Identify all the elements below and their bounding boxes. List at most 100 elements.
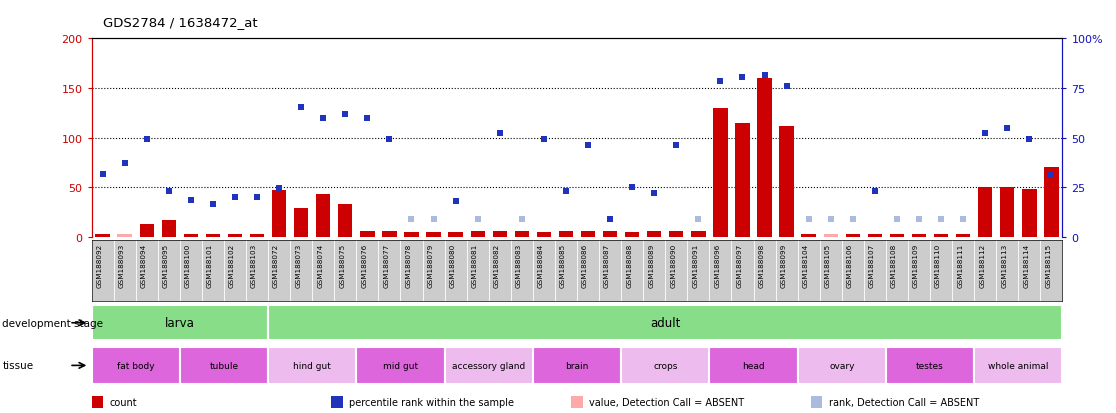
Bar: [801, 235, 816, 237]
Bar: [404, 233, 418, 237]
Text: GSM188110: GSM188110: [935, 243, 941, 287]
Bar: [647, 232, 662, 237]
Point: [888, 216, 906, 223]
Text: GSM188097: GSM188097: [737, 243, 742, 287]
Point: [932, 216, 950, 223]
Bar: [426, 233, 441, 237]
Text: GSM188091: GSM188091: [692, 243, 699, 287]
Bar: [603, 232, 617, 237]
Text: GSM188083: GSM188083: [516, 243, 522, 287]
Bar: [974, 347, 1062, 384]
Bar: [162, 221, 176, 237]
Bar: [1022, 190, 1037, 237]
Bar: [710, 347, 798, 384]
Point: [667, 142, 685, 149]
Bar: [316, 195, 330, 237]
Text: rank, Detection Call = ABSENT: rank, Detection Call = ABSENT: [829, 397, 980, 407]
Bar: [514, 232, 529, 237]
Point: [866, 189, 884, 195]
Point: [800, 216, 818, 223]
Point: [270, 185, 288, 192]
Bar: [383, 232, 396, 237]
Text: GSM188113: GSM188113: [1001, 243, 1008, 287]
Point: [315, 115, 333, 122]
Text: GSM188108: GSM188108: [891, 243, 897, 287]
Bar: [779, 126, 793, 237]
Bar: [92, 347, 180, 384]
Point: [137, 136, 155, 142]
Bar: [537, 233, 551, 237]
Bar: [978, 188, 992, 237]
Text: GSM188094: GSM188094: [141, 243, 146, 287]
Text: GSM188074: GSM188074: [317, 243, 324, 287]
Text: GSM188092: GSM188092: [97, 243, 103, 287]
Bar: [1000, 188, 1014, 237]
Point: [292, 104, 310, 111]
Text: whole animal: whole animal: [988, 361, 1049, 370]
Point: [336, 111, 354, 118]
Bar: [868, 235, 882, 237]
Bar: [559, 232, 574, 237]
Text: testes: testes: [916, 361, 944, 370]
Text: GSM188102: GSM188102: [229, 243, 235, 287]
Text: GSM188115: GSM188115: [1046, 243, 1051, 287]
Bar: [846, 235, 860, 237]
Point: [491, 130, 509, 137]
Bar: [140, 225, 154, 237]
Bar: [205, 235, 220, 237]
Text: fat body: fat body: [117, 361, 154, 370]
Text: GSM188109: GSM188109: [913, 243, 918, 287]
Point: [821, 216, 839, 223]
Point: [248, 195, 266, 201]
Bar: [492, 232, 507, 237]
Bar: [184, 235, 198, 237]
Text: percentile rank within the sample: percentile rank within the sample: [349, 397, 514, 407]
Text: hind gut: hind gut: [294, 361, 331, 370]
Bar: [625, 233, 639, 237]
Point: [182, 197, 200, 204]
Text: GSM188084: GSM188084: [538, 243, 543, 287]
Bar: [250, 235, 264, 237]
Bar: [824, 235, 838, 237]
Point: [712, 78, 730, 85]
Bar: [356, 347, 444, 384]
Bar: [117, 235, 132, 237]
Text: GSM188098: GSM188098: [759, 243, 764, 287]
Point: [733, 75, 751, 81]
Bar: [735, 123, 750, 237]
Point: [381, 136, 398, 142]
Text: GSM188103: GSM188103: [251, 243, 257, 287]
Text: GSM188112: GSM188112: [979, 243, 985, 287]
Text: GSM188088: GSM188088: [626, 243, 632, 287]
Text: GSM188075: GSM188075: [339, 243, 345, 287]
Bar: [449, 233, 463, 237]
Text: GSM188080: GSM188080: [450, 243, 455, 287]
Point: [403, 216, 421, 223]
Text: GSM188114: GSM188114: [1023, 243, 1029, 287]
Text: GSM188087: GSM188087: [604, 243, 610, 287]
Text: GSM188076: GSM188076: [362, 243, 367, 287]
Bar: [532, 347, 622, 384]
Text: GSM188096: GSM188096: [714, 243, 721, 287]
Bar: [294, 209, 308, 237]
Point: [778, 83, 796, 90]
Bar: [272, 191, 286, 237]
Bar: [758, 79, 771, 237]
Point: [1042, 172, 1060, 178]
Text: GSM188082: GSM188082: [493, 243, 500, 287]
Text: GSM188104: GSM188104: [802, 243, 809, 287]
Text: ovary: ovary: [829, 361, 855, 370]
Point: [469, 216, 487, 223]
Point: [954, 216, 972, 223]
Bar: [889, 235, 904, 237]
Point: [602, 216, 619, 223]
Text: GSM188078: GSM188078: [405, 243, 412, 287]
Text: GSM188073: GSM188073: [295, 243, 301, 287]
Text: GSM188101: GSM188101: [206, 243, 213, 287]
Point: [844, 216, 862, 223]
Point: [227, 195, 244, 201]
Text: GSM188085: GSM188085: [560, 243, 566, 287]
Point: [535, 136, 552, 142]
Bar: [798, 347, 886, 384]
Bar: [95, 235, 109, 237]
